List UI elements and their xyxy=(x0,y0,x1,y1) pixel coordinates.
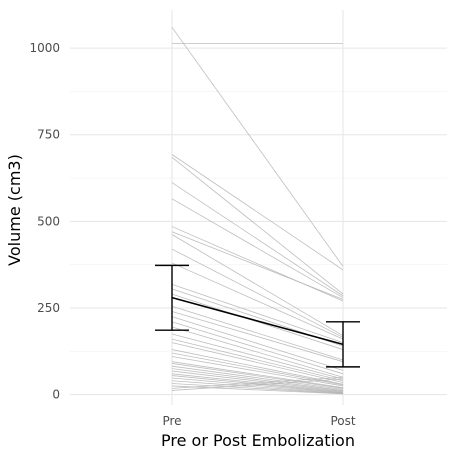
y-tick-label: 0 xyxy=(52,388,60,402)
individual-line xyxy=(171,338,344,382)
individual-line xyxy=(171,226,344,302)
individual-line xyxy=(171,377,344,394)
y-axis-title: Volume (cm3) xyxy=(5,154,24,266)
individual-line xyxy=(171,376,344,389)
x-tick-label: Post xyxy=(330,414,355,428)
individual-line xyxy=(171,182,344,297)
individual-line xyxy=(171,27,344,267)
individual-line xyxy=(171,385,344,395)
x-axis-title: Pre or Post Embolization xyxy=(161,431,355,450)
individual-line xyxy=(171,293,344,350)
individual-line xyxy=(171,311,344,363)
y-tick-label: 500 xyxy=(37,214,60,228)
individual-line xyxy=(171,262,344,340)
individual-line xyxy=(171,378,344,391)
individual-line xyxy=(171,154,344,271)
y-tick-label: 1000 xyxy=(29,41,60,55)
individual-line xyxy=(171,234,344,337)
individual-line xyxy=(171,231,344,300)
individual-line xyxy=(171,305,344,361)
mean-line-with-error-bars xyxy=(155,264,360,368)
individual-series-lines xyxy=(171,27,344,395)
individual-line xyxy=(171,375,344,393)
individual-line xyxy=(171,368,344,391)
y-axis-tick-labels: 0 250 500 750 1000 xyxy=(29,41,60,401)
individual-line xyxy=(171,380,344,394)
individual-line xyxy=(171,316,344,371)
mean-line xyxy=(171,296,344,346)
individual-line xyxy=(171,342,344,383)
individual-line xyxy=(171,248,344,338)
individual-line xyxy=(171,383,344,394)
y-tick-label: 250 xyxy=(37,301,60,315)
individual-line xyxy=(171,333,344,380)
individual-line xyxy=(171,326,344,378)
individual-line xyxy=(171,365,344,390)
individual-line xyxy=(171,363,344,389)
individual-line xyxy=(171,198,344,298)
y-tick-label: 750 xyxy=(37,128,60,142)
individual-line xyxy=(171,349,344,385)
individual-line xyxy=(171,370,344,392)
minor-gridlines xyxy=(70,91,447,352)
x-tick-label: Pre xyxy=(162,414,181,428)
x-axis-tick-labels: Pre Post xyxy=(162,414,355,428)
individual-line xyxy=(171,156,344,295)
individual-line xyxy=(171,361,344,389)
individual-line xyxy=(171,352,344,386)
individual-line xyxy=(171,284,344,344)
individual-line xyxy=(171,321,344,375)
